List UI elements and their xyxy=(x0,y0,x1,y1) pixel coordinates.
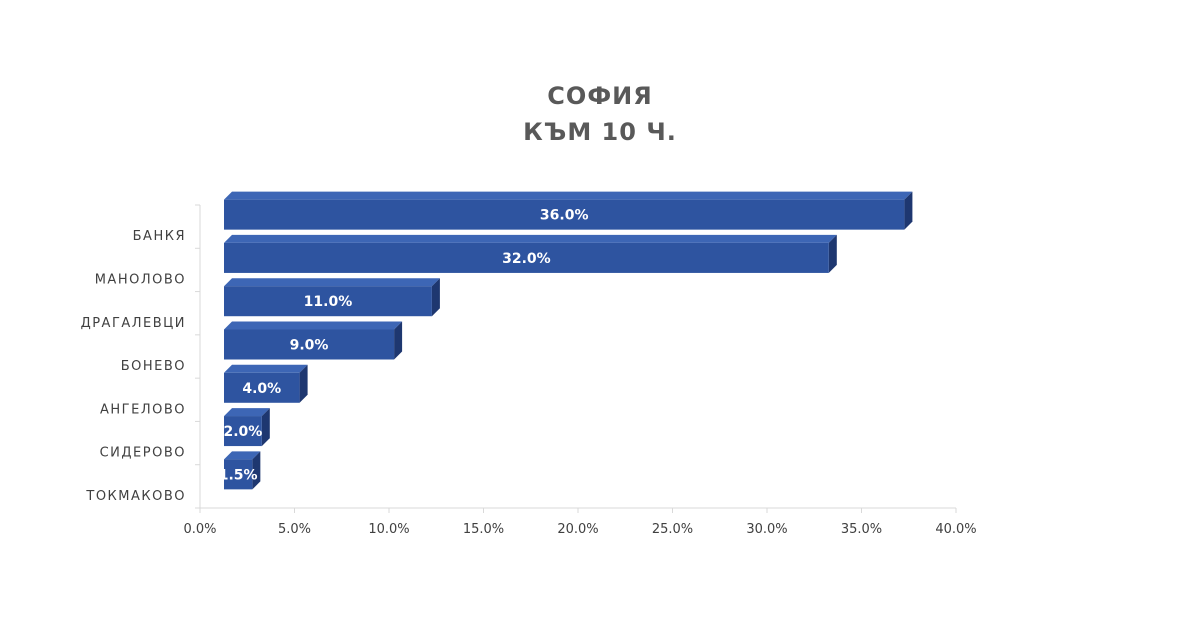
bar-side-face xyxy=(431,278,440,317)
bar-side-face xyxy=(261,408,270,447)
bar xyxy=(224,372,300,403)
x-tick-label: 40.0% xyxy=(935,522,976,537)
bar-top-face xyxy=(224,408,270,417)
data-label: 32.0% xyxy=(502,251,551,267)
data-label: 4.0% xyxy=(242,381,281,397)
data-label: 11.0% xyxy=(304,294,353,310)
x-tick-label: 15.0% xyxy=(463,522,504,537)
bar-top-face xyxy=(224,451,261,460)
category-label: ТОКМАКОВО xyxy=(85,489,186,504)
data-label: 2.0% xyxy=(223,424,262,440)
x-tick-label: 20.0% xyxy=(557,522,598,537)
category-label: АНГЕЛОВО xyxy=(100,402,186,417)
bar xyxy=(224,286,432,317)
category-label: СИДЕРОВО xyxy=(100,446,186,461)
bar-side-face xyxy=(394,321,403,360)
chart-title: СОФИЯ xyxy=(547,82,653,110)
bar-side-face xyxy=(252,451,261,490)
x-tick-label: 0.0% xyxy=(183,522,216,537)
x-tick-label: 10.0% xyxy=(368,522,409,537)
bar-top-face xyxy=(224,321,403,330)
bar xyxy=(224,459,253,490)
x-tick-label: 25.0% xyxy=(652,522,693,537)
bar-side-face xyxy=(828,234,837,273)
category-label: МАНОЛОВО xyxy=(95,272,186,287)
bar xyxy=(224,416,262,447)
bar xyxy=(224,199,905,230)
x-tick-label: 5.0% xyxy=(278,522,311,537)
data-label: 1.5% xyxy=(219,467,258,483)
category-label: БОНЕВО xyxy=(121,359,186,374)
bar xyxy=(224,242,829,273)
bar-side-face xyxy=(299,364,308,403)
bar-side-face xyxy=(904,191,913,230)
category-label: ДРАГАЛЕВЦИ xyxy=(81,316,186,331)
bar-top-face xyxy=(224,191,913,200)
chart-subtitle: КЪМ 10 Ч. xyxy=(523,118,677,146)
bar-top-face xyxy=(224,364,308,373)
data-label: 9.0% xyxy=(290,338,329,354)
bar-top-face xyxy=(224,234,837,243)
x-tick-label: 30.0% xyxy=(746,522,787,537)
category-label: БАНКЯ xyxy=(133,229,186,244)
x-tick-label: 35.0% xyxy=(841,522,882,537)
data-label: 36.0% xyxy=(540,208,589,224)
bar-top-face xyxy=(224,278,440,287)
bar xyxy=(224,329,395,360)
